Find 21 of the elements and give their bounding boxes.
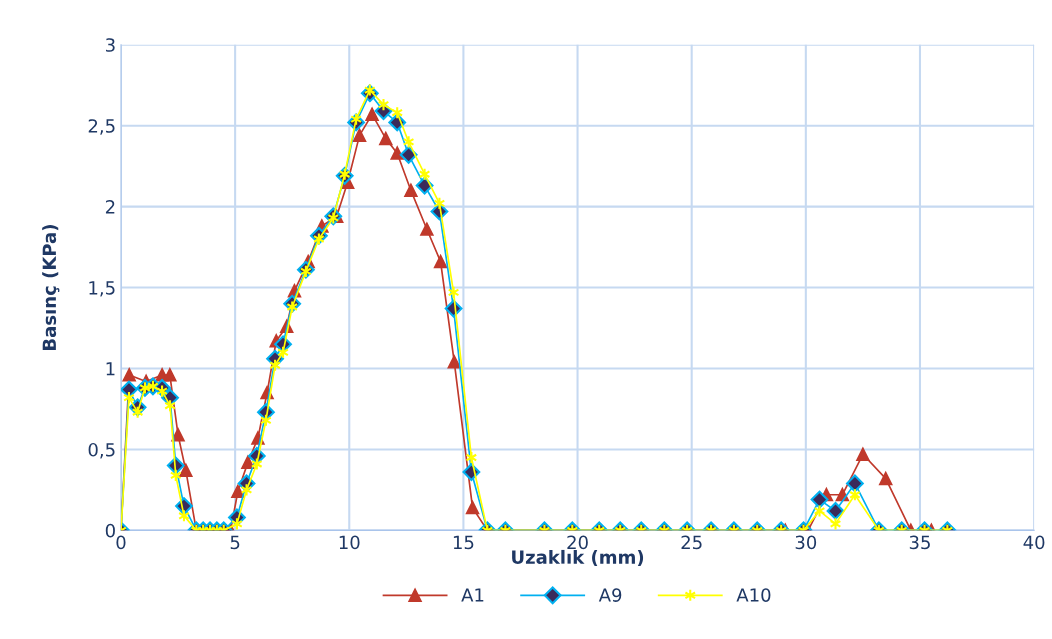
legend-label: A9 bbox=[598, 588, 622, 602]
x-tick-label: 10 bbox=[339, 535, 360, 550]
x-tick-label: 20 bbox=[567, 535, 588, 550]
x-tick-label: 25 bbox=[681, 535, 702, 550]
legend-label: A10 bbox=[736, 588, 771, 602]
y-tick-label: 2 bbox=[105, 200, 115, 214]
y-tick-label: 3 bbox=[106, 38, 115, 52]
legend-label: A1 bbox=[461, 588, 484, 602]
y-tick-label: 0 bbox=[105, 523, 115, 538]
y-tick-label: 1 bbox=[106, 362, 115, 376]
x-tick-label: 0 bbox=[116, 535, 126, 550]
x-tick-label: 15 bbox=[453, 535, 474, 550]
x-tick-label: 30 bbox=[795, 535, 817, 550]
x-tick-label: 35 bbox=[909, 535, 930, 550]
x-axis-title: Uzaklık (mm) bbox=[512, 549, 644, 567]
x-tick-label: 5 bbox=[230, 535, 240, 550]
y-axis-title: Basınç (KPa) bbox=[42, 225, 60, 350]
x-tick-label: 40 bbox=[1023, 535, 1045, 550]
y-tick-label: 1,5 bbox=[89, 281, 115, 297]
y-tick-label: 2,5 bbox=[88, 119, 115, 135]
y-tick-label: 0,5 bbox=[88, 442, 115, 459]
